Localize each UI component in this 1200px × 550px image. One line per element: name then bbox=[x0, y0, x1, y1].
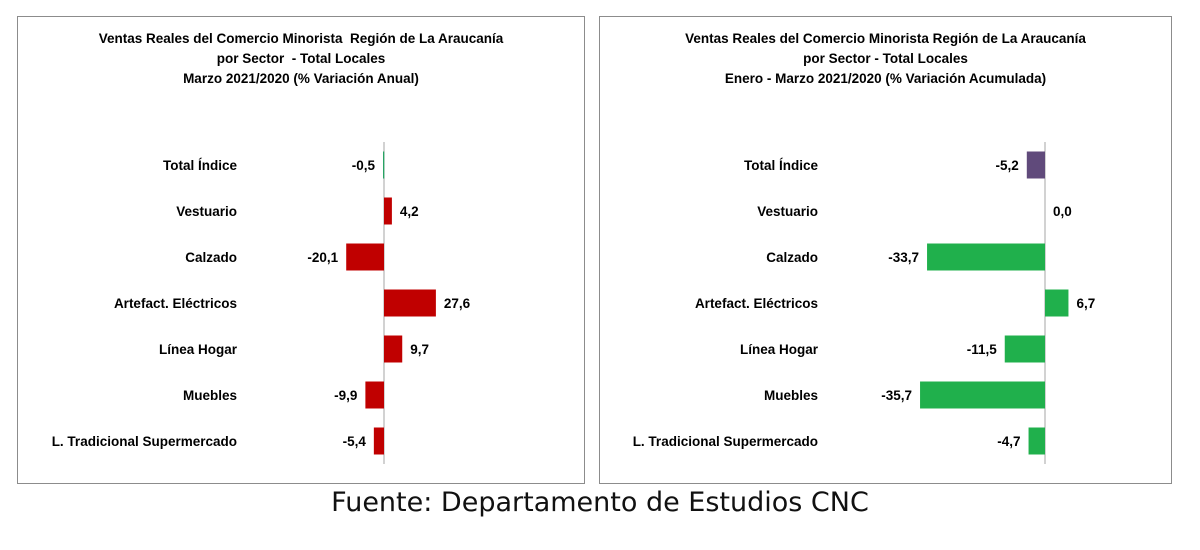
category-label: Línea Hogar bbox=[159, 342, 238, 357]
data-label: 27,6 bbox=[444, 296, 471, 311]
data-label: -0,5 bbox=[352, 158, 376, 173]
category-label: Línea Hogar bbox=[740, 342, 819, 357]
bar bbox=[384, 197, 392, 225]
data-label: -4,7 bbox=[997, 434, 1020, 449]
data-label: -11,5 bbox=[967, 342, 998, 357]
bar-chart-march: Total Índice -0,5 Vestuario 4,2 Calzado -20,1… bbox=[52, 142, 471, 464]
bar bbox=[384, 335, 403, 363]
category-label: Total Índice bbox=[163, 158, 237, 173]
category-label: L. Tradicional Supermercado bbox=[633, 434, 818, 449]
chart-panel-cumulative: Ventas Reales del Comercio Minorista Reg… bbox=[599, 16, 1172, 484]
category-label: Vestuario bbox=[176, 204, 237, 219]
category-label: Artefact. Eléctricos bbox=[114, 296, 237, 311]
bar-chart-cumulative: Total Índice -5,2 Vestuario 0,0 Calzado -33,7… bbox=[633, 142, 1095, 464]
bar bbox=[1026, 151, 1045, 179]
chart-title-line-3: Marzo 2021/2020 (% Variación Anual) bbox=[183, 71, 419, 86]
chart-title-line-3: Enero - Marzo 2021/2020 (% Variación Acu… bbox=[724, 71, 1047, 86]
category-label: L. Tradicional Supermercado bbox=[52, 434, 237, 449]
bar bbox=[1045, 289, 1069, 317]
data-label: -9,9 bbox=[334, 388, 357, 403]
bar bbox=[920, 381, 1045, 409]
category-label: Artefact. Eléctricos bbox=[695, 296, 818, 311]
data-label: 9,7 bbox=[410, 342, 429, 357]
category-label: Calzado bbox=[185, 250, 237, 265]
source-caption: Fuente: Departamento de Estudios CNC bbox=[331, 487, 869, 518]
chart-title-line-2: por Sector - Total Locales bbox=[803, 51, 968, 66]
data-label: -35,7 bbox=[881, 388, 912, 403]
bar bbox=[383, 151, 385, 179]
chart-title-line-1: Ventas Reales del Comercio Minorista Reg… bbox=[685, 31, 1086, 46]
category-label: Total Índice bbox=[744, 158, 818, 173]
data-label: 0,0 bbox=[1053, 204, 1072, 219]
chart-title: Ventas Reales del Comercio Minorista Reg… bbox=[600, 29, 1171, 89]
category-label: Vestuario bbox=[757, 204, 818, 219]
category-label: Calzado bbox=[766, 250, 818, 265]
bar bbox=[365, 381, 384, 409]
bar bbox=[927, 243, 1045, 271]
chart-panel-march: Ventas Reales del Comercio Minorista Reg… bbox=[17, 16, 585, 484]
bar bbox=[1028, 427, 1045, 455]
data-label: -5,2 bbox=[996, 158, 1019, 173]
data-label: -20,1 bbox=[307, 250, 338, 265]
category-label: Muebles bbox=[183, 388, 237, 403]
bar bbox=[384, 289, 436, 317]
category-label: Muebles bbox=[764, 388, 818, 403]
data-label: -33,7 bbox=[888, 250, 919, 265]
data-label: -5,4 bbox=[343, 434, 367, 449]
bar bbox=[373, 427, 384, 455]
bar bbox=[346, 243, 384, 271]
data-label: 4,2 bbox=[400, 204, 419, 219]
data-label: 6,7 bbox=[1076, 296, 1095, 311]
chart-title: Ventas Reales del Comercio Minorista Reg… bbox=[18, 29, 584, 89]
bar bbox=[1004, 335, 1045, 363]
chart-title-line-2: por Sector - Total Locales bbox=[216, 51, 386, 66]
chart-title-line-1: Ventas Reales del Comercio Minorista Reg… bbox=[98, 31, 504, 46]
